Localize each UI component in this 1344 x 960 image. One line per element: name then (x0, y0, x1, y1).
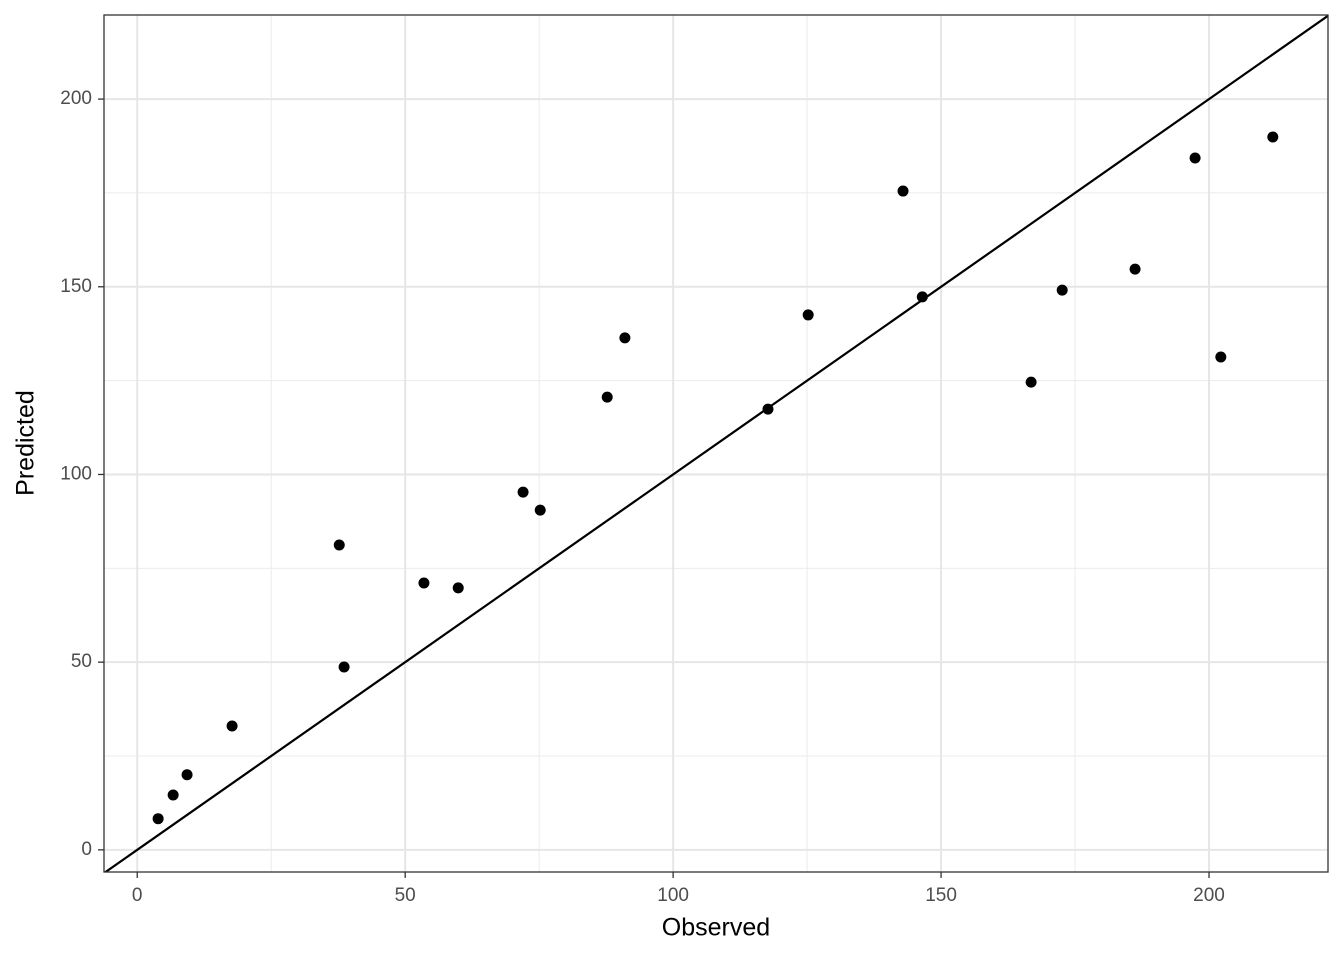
point (152, 813, 164, 825)
point (226, 720, 238, 732)
point (333, 539, 345, 551)
point (534, 504, 546, 516)
point (1189, 152, 1201, 164)
point (916, 291, 928, 303)
grid (104, 15, 1328, 872)
x-axis-title: Observed (662, 914, 770, 942)
x-tick-label: 200 (1193, 885, 1225, 906)
y-tick-label: 50 (71, 651, 92, 672)
point (1056, 284, 1068, 296)
point (167, 789, 179, 801)
y-tick-label: 200 (60, 88, 92, 109)
point (517, 486, 529, 498)
plot-area (104, 15, 1328, 872)
x-tick-label: 0 (132, 885, 143, 906)
y-tick-label: 100 (60, 463, 92, 484)
point (897, 185, 909, 197)
point (1267, 131, 1279, 143)
point (338, 661, 350, 673)
y-tick-label: 150 (60, 276, 92, 297)
axes: 0 50 100 150 200 0 50 100 150 200 (60, 88, 1225, 906)
point (619, 332, 631, 344)
reference-line (104, 15, 1328, 872)
x-tick-label: 50 (395, 885, 416, 906)
y-tick-label: 0 (81, 839, 92, 860)
point (1129, 263, 1141, 275)
point (1025, 376, 1037, 388)
x-tick-label: 100 (657, 885, 689, 906)
point (452, 582, 464, 594)
point (1215, 351, 1227, 363)
point (181, 769, 193, 781)
point (762, 403, 774, 415)
y-axis-title: Predicted (12, 390, 40, 496)
point (802, 309, 814, 321)
x-tick-label: 150 (925, 885, 957, 906)
point (601, 391, 613, 403)
panel-border (103, 14, 1329, 873)
point (418, 577, 430, 589)
